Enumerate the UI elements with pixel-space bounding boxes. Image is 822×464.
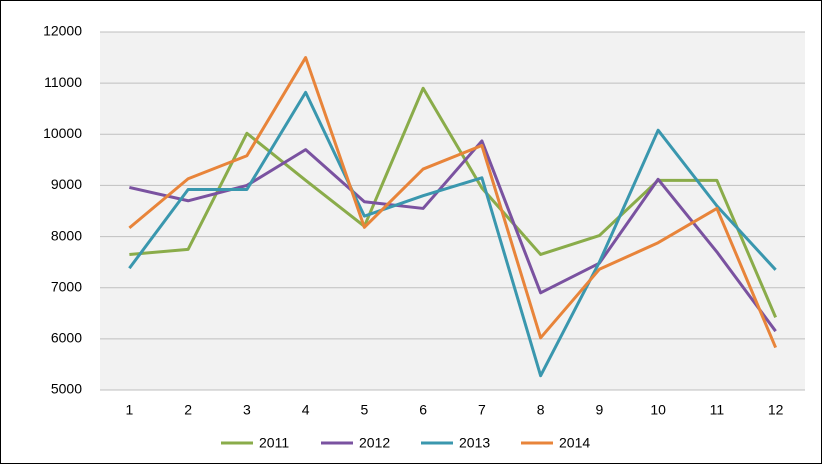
y-tick-label: 7000 [51,278,82,294]
x-tick-label: 9 [595,402,603,418]
x-tick-label: 11 [710,402,725,418]
x-tick-label: 10 [650,402,666,418]
plot-area [100,32,805,390]
x-tick-label: 3 [243,402,251,418]
y-tick-label: 9000 [51,176,82,192]
y-tick-label: 8000 [51,227,82,243]
x-tick-label: 4 [302,402,310,418]
y-tick-label: 5000 [51,381,82,397]
x-tick-label: 6 [419,402,427,418]
x-tick-label: 1 [125,402,133,418]
y-tick-label: 10000 [43,125,82,141]
x-tick-label: 5 [360,402,368,418]
x-tick-label: 2 [184,402,192,418]
legend-label: 2011 [259,435,289,451]
series-line [128,90,777,378]
y-tick-label: 12000 [43,23,82,39]
series-line [129,139,777,333]
x-tick-label: 7 [478,402,486,418]
y-tick-label: 6000 [51,330,82,346]
legend-label: 2014 [559,435,590,451]
series-line [129,86,778,318]
y-tick-label: 11000 [44,74,82,90]
series-line [128,56,778,349]
x-tick-label: 8 [537,402,545,418]
x-tick-label: 12 [768,402,784,418]
legend-label: 2013 [459,435,490,451]
legend-label: 2012 [359,435,390,451]
